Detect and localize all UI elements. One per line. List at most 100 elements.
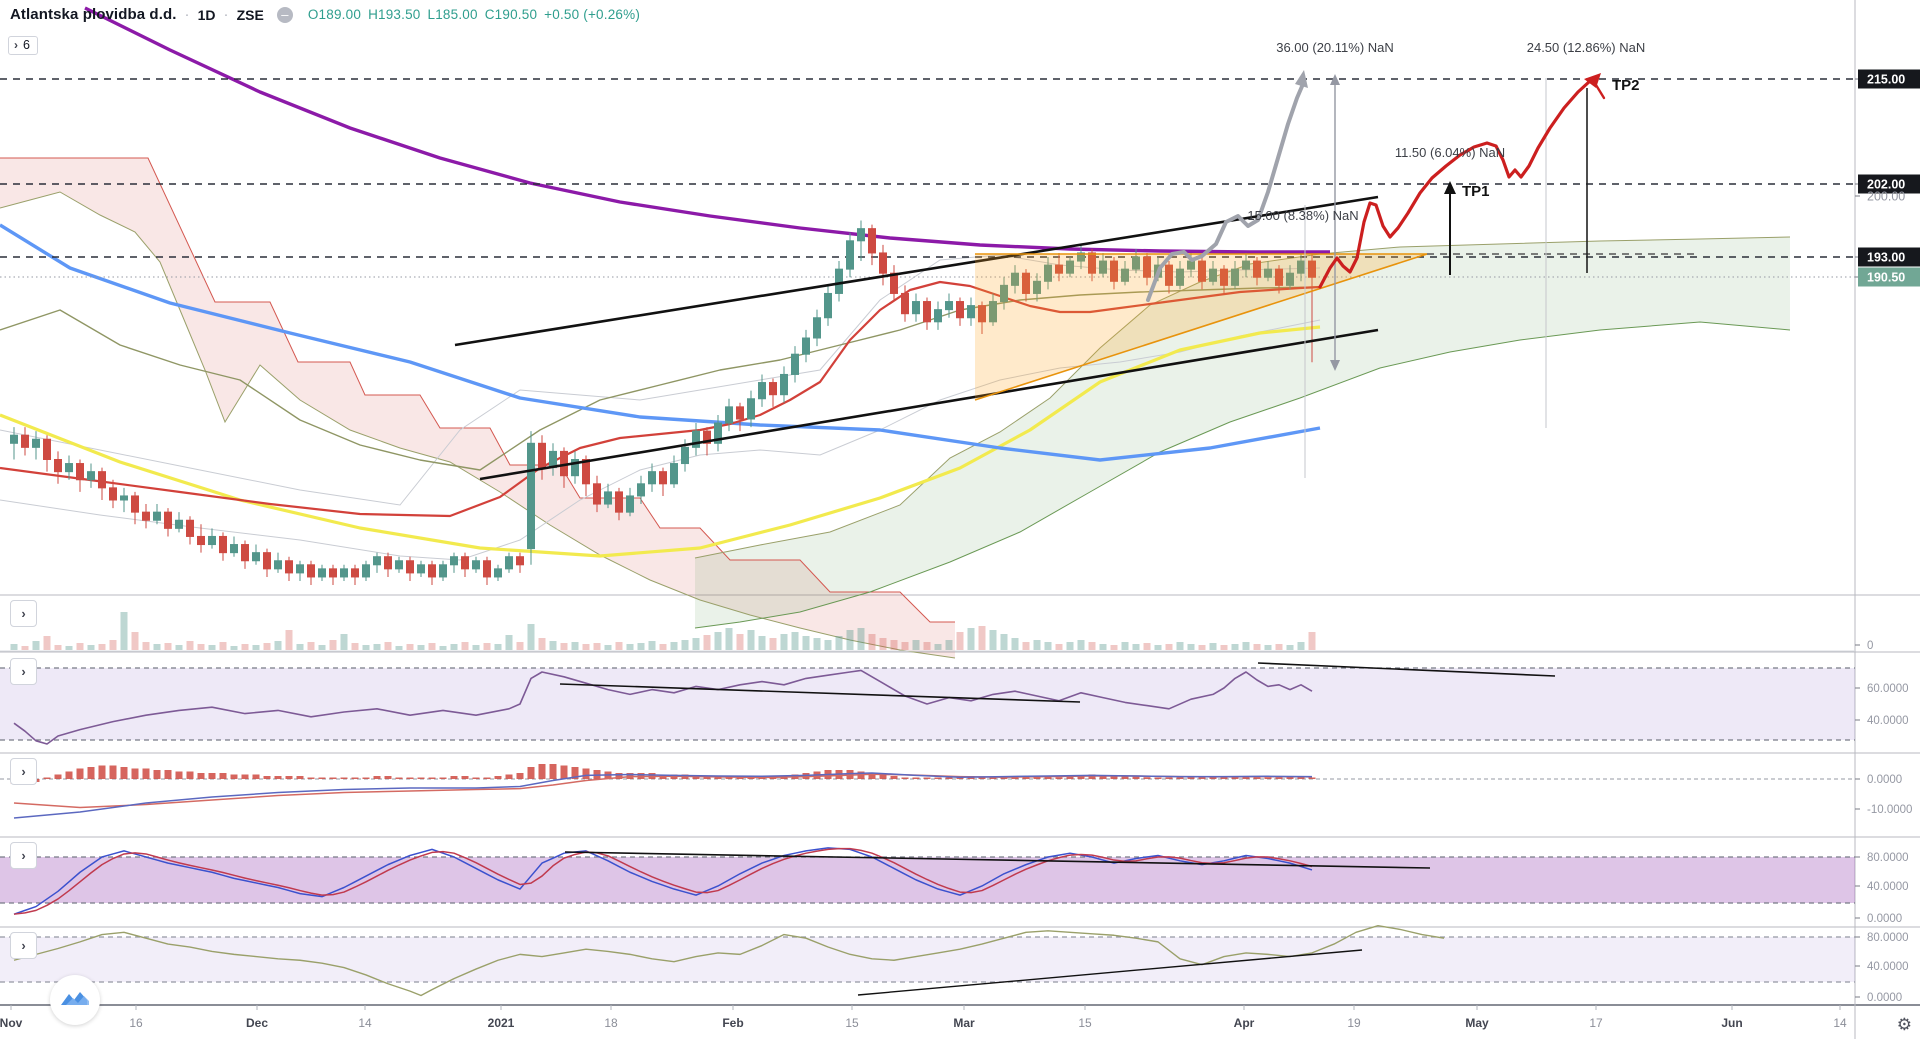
macd-bar <box>879 774 887 779</box>
candle <box>582 459 590 485</box>
indicator-axis-value: 60.0000 <box>1867 683 1909 695</box>
indicator-axis-value: 0 <box>1867 640 1873 652</box>
volume-bar <box>582 644 590 650</box>
candle <box>87 471 95 481</box>
indicator-axis-value: -10.0000 <box>1867 804 1912 816</box>
volume-bar <box>362 645 370 650</box>
candle <box>142 511 150 521</box>
time-axis-label: 2021 <box>488 1016 515 1030</box>
volume-bar <box>1110 645 1118 650</box>
macd-bar <box>1066 776 1074 779</box>
candle <box>120 495 128 501</box>
volume-bar <box>549 641 557 650</box>
last-price-label <box>1858 267 1920 287</box>
symbol-legend[interactable]: Atlantska plovidba d.d. · 1D · ZSE – O18… <box>10 6 647 23</box>
annotation-label: 11.50 (6.04%) NaN <box>1395 145 1505 160</box>
rsi-pane-toggle[interactable]: › <box>10 658 37 685</box>
volume-bar <box>901 642 909 650</box>
separator: · <box>223 6 229 23</box>
drawing-annotations[interactable] <box>454 70 1700 481</box>
time-axis[interactable]: Nov 16 Dec 14 2021 18 Feb 15 Mar 15 Apr 19 May 17 Jun 1… <box>0 1005 1847 1030</box>
volume-bar <box>945 640 953 650</box>
stochastic-pane[interactable] <box>0 847 1855 915</box>
candle <box>461 556 469 570</box>
macd-bar <box>1286 777 1294 779</box>
exchange-label[interactable]: ZSE <box>236 6 264 23</box>
candle <box>1143 256 1151 278</box>
volume-bar <box>1099 644 1107 650</box>
volume-bar <box>516 642 524 650</box>
candle <box>890 272 898 294</box>
macd-bar <box>1275 777 1283 779</box>
osc-pane-toggle[interactable]: › <box>10 932 37 959</box>
volume-bar <box>637 643 645 650</box>
volume-bar <box>1132 644 1140 650</box>
collapse-legend-icon[interactable]: – <box>276 6 293 23</box>
macd-bar <box>296 776 304 779</box>
candle <box>1110 260 1118 282</box>
macd-bar <box>692 776 700 779</box>
volume-bar <box>1077 640 1085 650</box>
interval-label[interactable]: 1D <box>197 6 216 23</box>
macd-bar <box>1132 776 1140 779</box>
macd-bar <box>362 777 370 779</box>
indicator-axis-value: 40.0000 <box>1867 961 1909 973</box>
oscillator-pane[interactable] <box>0 925 1855 997</box>
volume-bar <box>87 645 95 650</box>
candle <box>901 292 909 315</box>
volume-bar <box>648 641 656 650</box>
candle <box>637 483 645 497</box>
volume-bar <box>1055 644 1063 650</box>
candle <box>813 317 821 339</box>
candle <box>76 463 84 481</box>
volume-bar <box>219 642 227 650</box>
volume-bar <box>989 630 997 650</box>
volume-bar <box>1231 644 1239 650</box>
tradingview-logo[interactable] <box>50 975 100 1025</box>
macd-pane-toggle[interactable]: › <box>10 758 37 785</box>
time-axis-label: Jun <box>1721 1016 1742 1030</box>
rsi-pane[interactable] <box>0 662 1855 745</box>
macd-bar <box>1176 777 1184 779</box>
stoch-pane-toggle[interactable]: › <box>10 842 37 869</box>
symbol-name[interactable]: Atlantska plovidba d.d. <box>10 6 177 23</box>
macd-bar <box>318 777 326 779</box>
candle <box>131 495 139 513</box>
candle <box>186 519 194 537</box>
settings-gear-icon[interactable]: ⚙ <box>1896 1015 1912 1034</box>
price-level-lines[interactable] <box>0 78 1855 278</box>
price-level-label <box>1858 69 1920 89</box>
volume-bar <box>461 642 469 650</box>
macd-bar <box>131 768 139 779</box>
time-axis-label: 16 <box>129 1016 143 1030</box>
volume-bar <box>527 624 535 650</box>
volume-pane-toggle[interactable]: › <box>10 600 37 627</box>
macd-pane[interactable] <box>0 764 1855 819</box>
volume-pane[interactable] <box>0 612 1855 652</box>
macd-bar <box>945 777 953 779</box>
candle <box>923 301 931 323</box>
candle <box>164 511 172 529</box>
volume-bar <box>296 644 304 650</box>
candle <box>395 560 403 570</box>
candlesticks[interactable] <box>10 220 1316 586</box>
macd-bar <box>54 774 62 779</box>
main-price-pane[interactable] <box>0 6 1791 659</box>
candle <box>1165 264 1173 286</box>
time-axis-label: Mar <box>953 1016 975 1030</box>
chevron-right-icon: › <box>21 664 26 679</box>
volume-bar <box>1044 642 1052 650</box>
candle <box>428 564 436 578</box>
volume-bar <box>197 644 205 650</box>
indicator-axis-value: 40.0000 <box>1867 881 1909 893</box>
candle <box>681 446 689 465</box>
indicator-axis-value: 0.0000 <box>1867 913 1902 925</box>
volume-bar <box>329 640 337 650</box>
candle <box>362 564 370 578</box>
volume-bar <box>1308 632 1316 650</box>
macd-bar <box>538 764 546 779</box>
indicator-list-toggle[interactable]: › 6 <box>8 36 38 55</box>
macd-bar <box>1198 777 1206 779</box>
